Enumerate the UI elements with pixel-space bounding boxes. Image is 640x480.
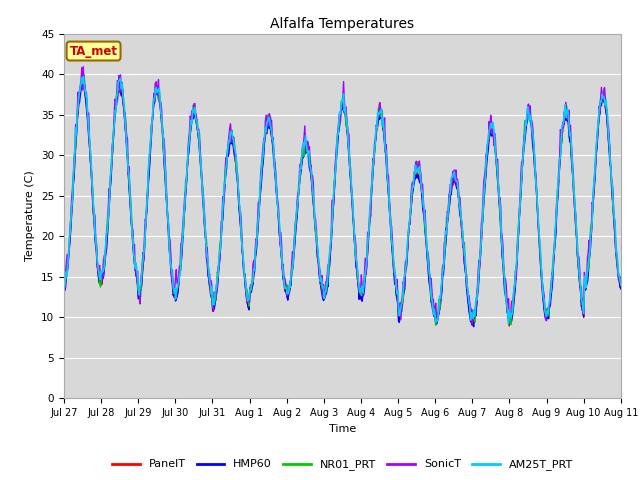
PanelT <box>506 323 513 329</box>
PanelT <box>185 145 193 151</box>
NR01_PRT <box>432 323 440 328</box>
SonicT <box>214 264 222 270</box>
AM25T_PRT <box>185 143 193 149</box>
NR01_PRT <box>128 227 136 233</box>
AM25T_PRT <box>60 285 68 291</box>
SonicT <box>60 283 68 288</box>
NR01_PRT <box>411 170 419 176</box>
NR01_PRT <box>80 72 88 78</box>
HMP60 <box>128 228 136 234</box>
AM25T_PRT <box>411 168 419 174</box>
PanelT <box>214 276 222 282</box>
AM25T_PRT <box>428 291 435 297</box>
SonicT <box>70 160 78 166</box>
NR01_PRT <box>617 279 625 285</box>
HMP60 <box>60 284 68 289</box>
SonicT <box>185 136 193 142</box>
HMP60 <box>617 286 625 292</box>
SonicT <box>617 280 625 286</box>
HMP60 <box>470 324 477 330</box>
AM25T_PRT <box>79 74 87 80</box>
PanelT <box>70 172 78 178</box>
HMP60 <box>428 300 435 305</box>
AM25T_PRT <box>617 282 625 288</box>
PanelT <box>617 286 625 291</box>
SonicT <box>79 64 87 70</box>
HMP60 <box>70 174 78 180</box>
HMP60 <box>79 81 86 86</box>
NR01_PRT <box>60 276 68 281</box>
NR01_PRT <box>70 153 78 158</box>
Line: HMP60: HMP60 <box>64 84 621 327</box>
Title: Alfalfa Temperatures: Alfalfa Temperatures <box>270 17 415 31</box>
AM25T_PRT <box>214 270 222 276</box>
Legend: PanelT, HMP60, NR01_PRT, SonicT, AM25T_PRT: PanelT, HMP60, NR01_PRT, SonicT, AM25T_P… <box>108 455 577 475</box>
HMP60 <box>185 151 193 157</box>
Line: NR01_PRT: NR01_PRT <box>64 75 621 325</box>
PanelT <box>128 230 136 236</box>
Text: TA_met: TA_met <box>70 45 118 58</box>
SonicT <box>468 322 476 327</box>
SonicT <box>411 168 419 173</box>
PanelT <box>60 281 68 287</box>
Line: SonicT: SonicT <box>64 67 621 324</box>
Y-axis label: Temperature (C): Temperature (C) <box>26 170 35 262</box>
SonicT <box>128 224 136 230</box>
Line: PanelT: PanelT <box>64 83 621 326</box>
HMP60 <box>411 177 419 182</box>
SonicT <box>428 276 435 281</box>
NR01_PRT <box>428 296 435 302</box>
X-axis label: Time: Time <box>329 424 356 433</box>
Line: AM25T_PRT: AM25T_PRT <box>64 77 621 324</box>
NR01_PRT <box>214 273 222 279</box>
AM25T_PRT <box>128 231 136 237</box>
AM25T_PRT <box>70 163 78 168</box>
PanelT <box>79 80 87 86</box>
AM25T_PRT <box>505 321 513 326</box>
HMP60 <box>214 275 222 281</box>
NR01_PRT <box>185 138 193 144</box>
PanelT <box>411 173 419 179</box>
PanelT <box>428 289 435 295</box>
